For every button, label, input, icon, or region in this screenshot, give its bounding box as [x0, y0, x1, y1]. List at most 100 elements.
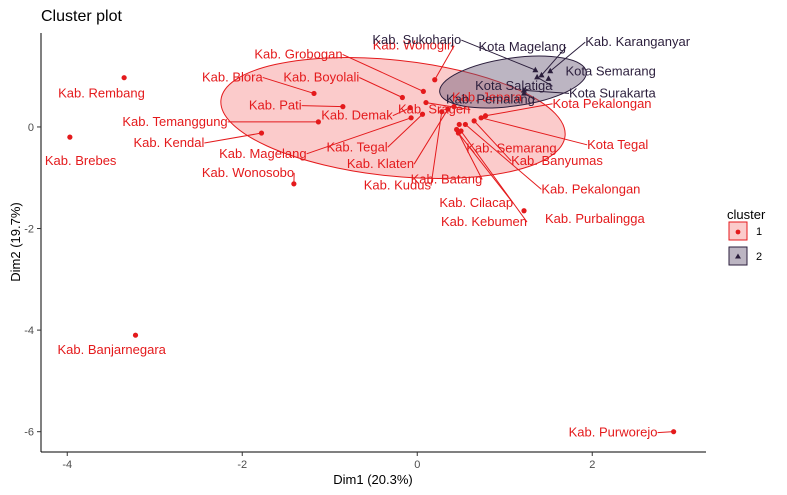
data-point: [132, 332, 139, 338]
data-point: [523, 89, 570, 94]
point-label: Kab. Demak: [321, 108, 393, 123]
data-point: [432, 77, 438, 83]
point-label: Kab. Klaten: [347, 156, 414, 171]
point-label: Kota Surakarta: [569, 85, 656, 100]
data-point: [462, 121, 468, 128]
x-tick-label: 0: [414, 459, 420, 471]
data-point: [549, 41, 586, 72]
point-label: Kab. Semarang: [466, 140, 556, 155]
data-point: [399, 94, 405, 101]
point-label: Kab. Sragen: [398, 102, 470, 117]
point-label: Kab. Wonogiri: [373, 38, 455, 53]
data-point: [315, 119, 321, 125]
y-axis-title: Dim2 (19.7%): [8, 202, 23, 281]
data-point: [461, 39, 536, 71]
data-point: [541, 46, 567, 76]
x-tick-label: -2: [237, 459, 247, 471]
data-point: [434, 45, 455, 80]
point-label: Kab. Cilacap: [439, 195, 513, 210]
point-label: Kab. Magelang: [219, 146, 306, 161]
point-label: Kab. Kendal: [134, 135, 205, 150]
x-tick-label: -4: [62, 459, 72, 471]
point-label: Kab. Pemalang: [446, 91, 535, 106]
point-label: Kab. Purbalingga: [545, 211, 646, 226]
data-point: [423, 99, 429, 106]
data-point: [460, 130, 528, 223]
cluster-ellipses: [220, 55, 587, 179]
data-point: [258, 130, 265, 136]
cluster-1-ellipse: [220, 57, 566, 179]
data-point: [482, 113, 489, 119]
point-label: Kota Pekalongan: [553, 96, 652, 111]
data-point: [547, 67, 554, 74]
data-point: [413, 108, 449, 165]
data-point: [311, 90, 317, 97]
data-point: [306, 117, 412, 155]
point-label: Kab. Pati: [249, 98, 302, 113]
legend-title: cluster: [727, 207, 766, 222]
point-label: Kab. Blora: [202, 69, 263, 84]
data-point: [481, 117, 588, 146]
data-point: [430, 111, 443, 186]
point-label: Kab. Grobogan: [254, 46, 342, 61]
y-tick-label: -2: [24, 224, 34, 236]
data-point: [465, 124, 542, 190]
legend-label: 1: [756, 226, 762, 238]
data-point: [204, 132, 262, 144]
point-label: Kota Salatiga: [475, 78, 553, 93]
point-label: Kab. Kebumen: [441, 214, 527, 229]
data-point: [419, 111, 426, 117]
legend: cluster 1 2: [727, 207, 766, 266]
data-point: [545, 75, 552, 81]
legend-symbol: [735, 253, 741, 259]
data-point: [521, 87, 527, 93]
data-point: [456, 129, 483, 180]
data-point: [121, 75, 127, 81]
data-point: [471, 118, 477, 124]
data-point: [67, 134, 73, 140]
point-labels: Kab. Rembang Kab. Brebes Kab. Banjarnegara…: [45, 32, 691, 440]
point-label: Kab. Wonosobo: [202, 165, 294, 180]
point-label: Kab. Kudus: [364, 178, 432, 193]
point-label: Kab. Rembang: [58, 86, 145, 101]
data-point: [671, 429, 677, 435]
data-point: [532, 66, 539, 73]
data-point: [521, 90, 527, 96]
point-label: Kab. Pekalongan: [541, 181, 640, 196]
data-point: [340, 104, 346, 110]
data-point: [359, 77, 403, 98]
data-point: [451, 104, 457, 110]
data-point: [408, 115, 414, 121]
axes: [40, 33, 706, 453]
y-tick-label: -6: [24, 427, 34, 439]
point-label: Kab. Karanganyar: [585, 34, 690, 49]
point-label: Kab. Banyumas: [511, 153, 603, 168]
data-point: [420, 88, 426, 95]
point-label: Kab. Sukoharjo: [372, 32, 461, 47]
point-label: Kab. Purworejo: [569, 425, 658, 440]
data-point: [301, 105, 343, 108]
data-point: [473, 120, 512, 162]
data-point: [458, 128, 464, 134]
chart-title: Cluster plot: [41, 8, 122, 25]
data-point: [485, 103, 553, 117]
data-point: [534, 73, 541, 80]
point-label: Kab. Batang: [411, 171, 483, 186]
point-label: Kota Tegal: [587, 137, 648, 152]
x-tick-label: 2: [589, 459, 595, 471]
data-point: [457, 132, 514, 204]
point-label: Kota Semarang: [566, 64, 656, 79]
data-point: [425, 102, 471, 111]
axis-ticks: -4 -2 0 2 -6 -4 -2 0: [24, 122, 595, 471]
data-point: [657, 431, 674, 434]
data-point: [478, 115, 484, 121]
data-point: [445, 106, 451, 112]
data-point: [521, 208, 527, 214]
data-point: [392, 107, 411, 117]
point-label: Kab. Banjarnegara: [58, 342, 167, 357]
point-label: Kota Magelang: [479, 39, 566, 54]
point-label: Kab. Tegal: [327, 139, 388, 154]
x-axis-title: Dim1 (20.3%): [333, 472, 412, 487]
data-point: [456, 121, 462, 128]
legend-symbol: [735, 229, 741, 235]
